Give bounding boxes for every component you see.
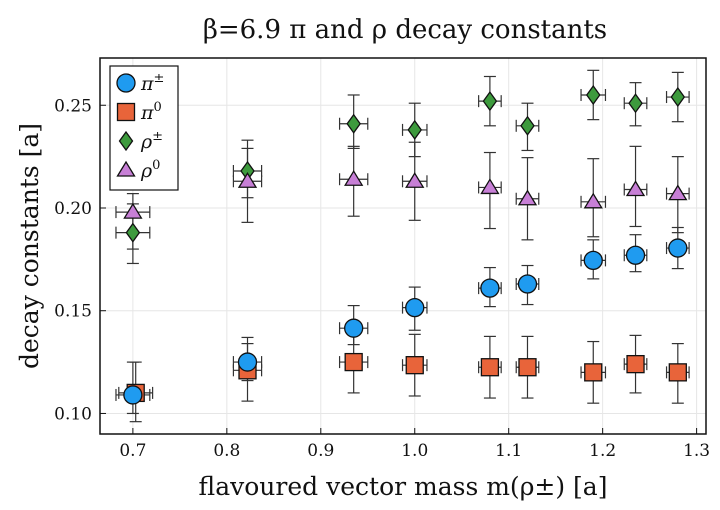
data-point-triangle bbox=[668, 184, 688, 201]
data-point-triangle bbox=[123, 202, 143, 219]
plot-frame bbox=[99, 57, 707, 435]
x-tick-label: 1.3 bbox=[683, 441, 710, 461]
y-axis-label: decay constants [a] bbox=[15, 123, 44, 369]
legend: π±π0ρ±ρ0 bbox=[109, 65, 179, 191]
data-point-circle bbox=[344, 318, 364, 338]
data-point-circle bbox=[237, 352, 258, 372]
data-point-diamond bbox=[628, 93, 643, 114]
data-point-square bbox=[480, 358, 500, 377]
data-point-square bbox=[518, 358, 537, 377]
data-point-diamond bbox=[482, 91, 498, 112]
x-tick-label: 0.8 bbox=[213, 441, 240, 461]
data-point-circle bbox=[517, 274, 538, 294]
data-point-diamond bbox=[125, 222, 141, 243]
chart-title: β=6.9 π and ρ decay constants bbox=[203, 15, 607, 45]
data-point-diamond bbox=[407, 119, 423, 141]
y-tick-label: 0.10 bbox=[54, 404, 92, 424]
tick-layer: 0.7 0.8 0.9 1.0 1.1 1.2 1.3 0.10 0.15 0.20 0.25 bbox=[54, 96, 710, 461]
data-point-triangle bbox=[517, 189, 538, 206]
data-point-circle bbox=[625, 245, 646, 265]
data-layer bbox=[115, 69, 690, 423]
data-point-diamond bbox=[585, 84, 601, 106]
x-tick-label: 0.9 bbox=[307, 441, 334, 461]
data-point-circle bbox=[405, 297, 425, 318]
x-tick-label: 1.2 bbox=[589, 441, 616, 461]
data-point-triangle bbox=[405, 172, 425, 188]
data-point-circle bbox=[123, 385, 143, 405]
legend-marker-square bbox=[116, 102, 136, 122]
data-point-square bbox=[344, 352, 363, 372]
data-point-square bbox=[668, 363, 687, 382]
legend-marker-diamond bbox=[118, 130, 134, 152]
grid-layer bbox=[100, 58, 706, 434]
legend-marker-circle bbox=[116, 73, 136, 93]
legend-marker-triangle bbox=[116, 160, 136, 177]
data-point-triangle bbox=[625, 180, 646, 197]
data-point-circle bbox=[583, 250, 603, 271]
y-tick-label: 0.20 bbox=[54, 199, 92, 219]
data-point-square bbox=[626, 354, 645, 374]
x-tick-label: 0.7 bbox=[119, 441, 146, 461]
y-tick-label: 0.15 bbox=[54, 302, 92, 322]
data-point-diamond bbox=[520, 115, 535, 136]
x-tick-label: 1.1 bbox=[495, 441, 522, 461]
data-point-square bbox=[405, 356, 424, 375]
data-point-square bbox=[584, 363, 603, 382]
data-point-diamond bbox=[346, 113, 361, 134]
data-point-diamond bbox=[670, 86, 686, 108]
data-point-circle bbox=[480, 278, 500, 298]
data-point-triangle bbox=[344, 169, 364, 186]
data-point-triangle bbox=[583, 192, 603, 209]
data-point-triangle bbox=[237, 172, 258, 188]
data-point-circle bbox=[668, 238, 688, 258]
data-point-triangle bbox=[480, 178, 500, 195]
x-axis-label: flavoured vector mass m(ρ±) [a] bbox=[199, 472, 608, 501]
x-tick-label: 1.0 bbox=[401, 441, 428, 461]
y-tick-label: 0.25 bbox=[54, 96, 92, 116]
